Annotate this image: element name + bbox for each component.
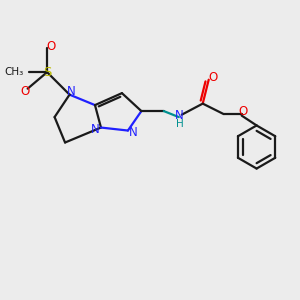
Text: H: H: [176, 119, 184, 129]
Text: N: N: [129, 126, 138, 140]
Text: O: O: [208, 71, 218, 84]
Text: N: N: [174, 109, 183, 122]
Text: CH₃: CH₃: [4, 67, 24, 77]
Text: N: N: [91, 122, 100, 136]
Text: S: S: [43, 66, 51, 79]
Text: N: N: [67, 85, 75, 98]
Text: O: O: [238, 105, 248, 118]
Text: O: O: [20, 85, 29, 98]
Text: O: O: [46, 40, 55, 53]
